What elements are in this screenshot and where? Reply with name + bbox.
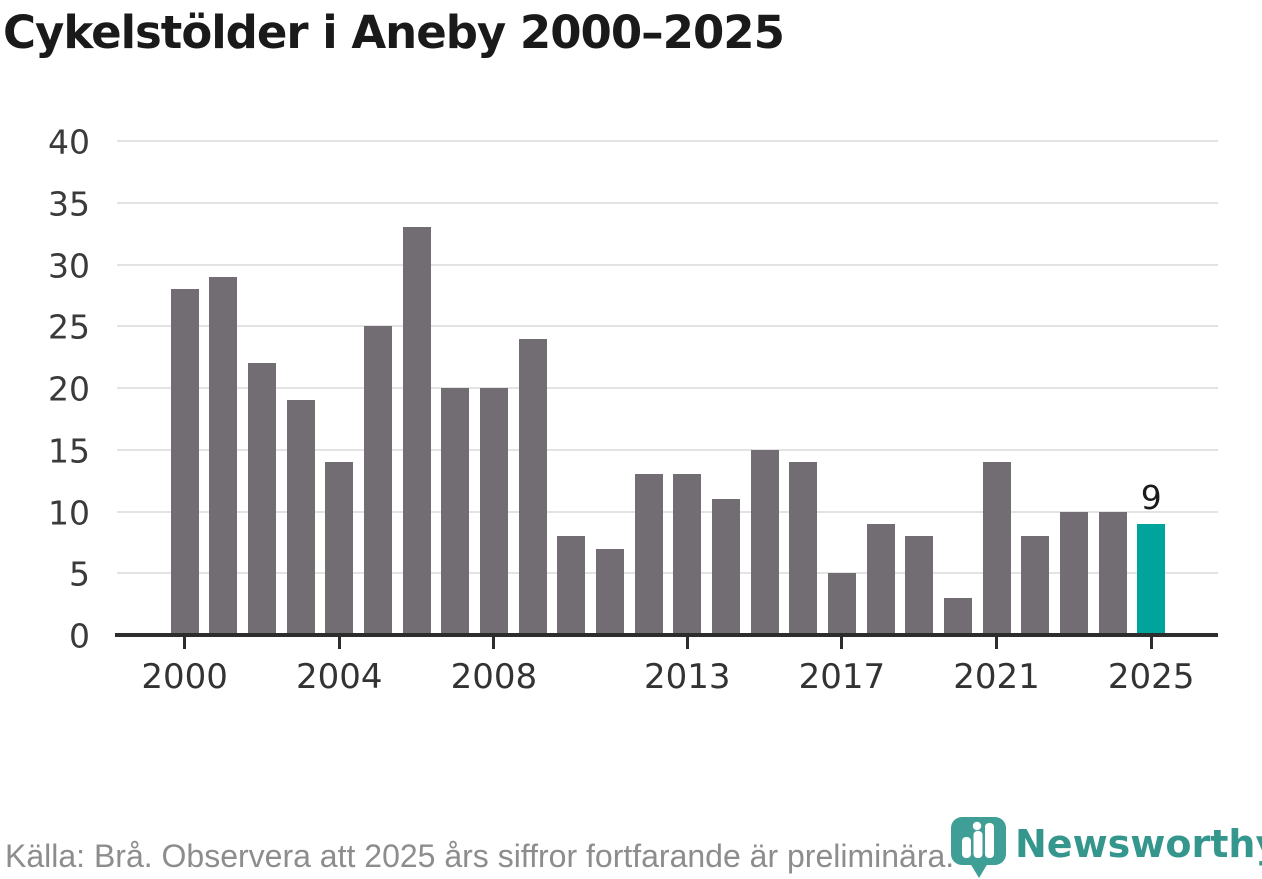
x-tick-mark (995, 637, 999, 649)
y-tick-label: 35 (48, 184, 90, 224)
bar-2023 (1059, 511, 1088, 635)
highlight-value-label: 9 (1140, 477, 1162, 517)
bar-2025 (1137, 523, 1166, 635)
bar-2009 (518, 338, 547, 635)
y-tick-label: 40 (48, 122, 90, 162)
x-axis-line (115, 633, 1218, 637)
gridline-20 (117, 387, 1218, 389)
gridline-35 (117, 201, 1218, 204)
bar-2002 (247, 363, 276, 635)
bar-2022 (1021, 536, 1050, 635)
x-tick-label: 2008 (450, 657, 538, 697)
y-tick-label: 15 (48, 431, 90, 471)
y-tick-label: 25 (48, 307, 90, 347)
bar-2003 (286, 400, 315, 635)
bar-2001 (209, 276, 238, 635)
newsworthy-bubble-chart-icon (951, 817, 1006, 878)
y-tick-label: 30 (48, 246, 90, 285)
bar-2006 (402, 227, 431, 635)
bar-2012 (634, 474, 663, 635)
x-tick-label: 2025 (1107, 657, 1195, 697)
bar-2024 (1098, 511, 1127, 635)
source-note: Källa: Brå. Observera att 2025 års siffr… (5, 838, 955, 874)
y-tick-label: 10 (48, 493, 90, 532)
bar-2017 (827, 573, 856, 635)
gridline-40 (117, 140, 1218, 142)
gridline-5 (117, 572, 1218, 575)
x-tick-mark (1149, 637, 1153, 649)
newsworthy-logo-text: Newsworthy (1015, 822, 1262, 866)
bar-2008 (479, 388, 508, 635)
chart-title: Cykelstölder i Aneby 2000–2025 (3, 6, 785, 59)
bar-2020 (943, 597, 972, 635)
x-tick-mark (840, 637, 844, 649)
x-tick-mark (337, 637, 341, 649)
bar-2007 (441, 388, 470, 635)
bar-2010 (557, 536, 586, 635)
y-tick-label: 20 (48, 369, 90, 409)
y-tick-label: 0 (69, 616, 90, 656)
bar-2016 (789, 462, 818, 635)
x-tick-label: 2021 (953, 657, 1040, 697)
x-tick-label: 2000 (141, 657, 228, 697)
gridline-15 (117, 448, 1218, 451)
x-tick-label: 2004 (295, 657, 383, 697)
bar-2005 (363, 326, 392, 635)
x-tick-mark (183, 637, 187, 649)
gridline-30 (117, 263, 1218, 266)
bar-2013 (673, 474, 702, 635)
y-tick-label: 5 (69, 554, 90, 594)
bar-2015 (750, 449, 779, 635)
bar-2018 (866, 523, 895, 635)
x-tick-label: 2017 (798, 657, 886, 697)
bar-2021 (982, 462, 1011, 635)
x-tick-label: 2013 (643, 657, 731, 697)
bar-2004 (325, 462, 354, 635)
x-tick-mark (685, 637, 689, 649)
x-tick-mark (492, 637, 496, 649)
bar-2011 (595, 548, 624, 635)
bar-2000 (170, 289, 199, 635)
gridline-10 (117, 510, 1218, 513)
gridline-25 (117, 325, 1218, 328)
bar-2019 (905, 536, 934, 635)
bar-2014 (711, 499, 740, 635)
